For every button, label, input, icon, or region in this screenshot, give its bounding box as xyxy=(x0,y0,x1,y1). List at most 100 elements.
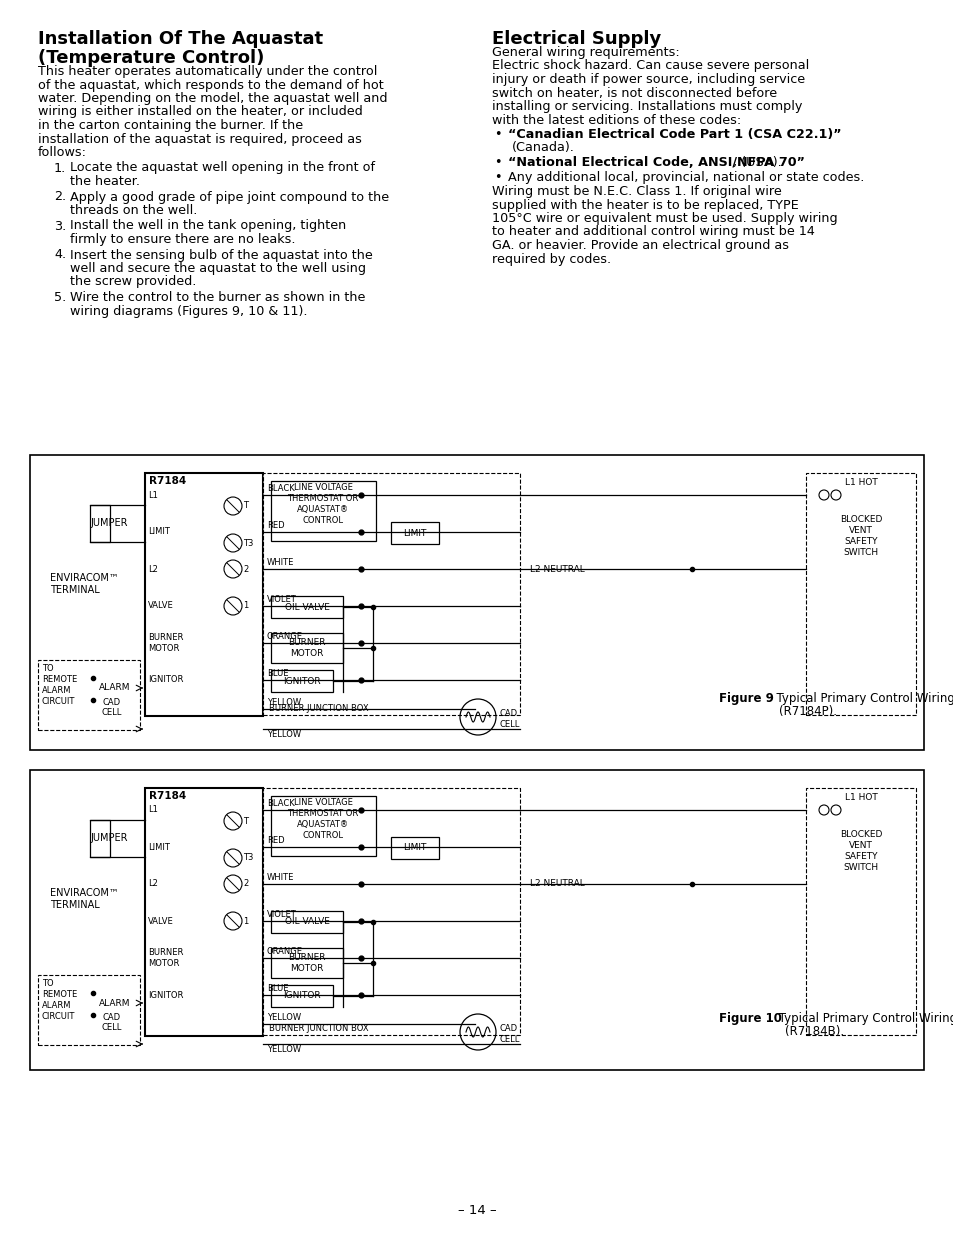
Text: Apply a good grade of pipe joint compound to the: Apply a good grade of pipe joint compoun… xyxy=(70,190,389,204)
Bar xyxy=(271,797,375,856)
Text: YELLOW: YELLOW xyxy=(267,1013,301,1023)
Text: L2: L2 xyxy=(148,879,157,888)
Text: WHITE: WHITE xyxy=(267,873,294,882)
Text: T: T xyxy=(243,501,248,510)
Bar xyxy=(263,473,519,715)
Text: of the aquastat, which responds to the demand of hot: of the aquastat, which responds to the d… xyxy=(38,79,383,91)
Text: L1 HOT: L1 HOT xyxy=(843,793,877,802)
Text: T3: T3 xyxy=(243,853,253,862)
Bar xyxy=(805,473,915,715)
Text: with the latest editions of these codes:: with the latest editions of these codes: xyxy=(492,114,740,126)
Text: JUMPER: JUMPER xyxy=(90,517,128,529)
Text: water. Depending on the model, the aquastat well and: water. Depending on the model, the aquas… xyxy=(38,91,387,105)
Text: injury or death if power source, including service: injury or death if power source, includi… xyxy=(492,73,804,86)
Text: (R7184B).: (R7184B). xyxy=(784,1025,843,1037)
Text: VIOLET: VIOLET xyxy=(267,595,296,604)
Text: Electrical Supply: Electrical Supply xyxy=(492,30,660,48)
Text: CAD
CELL: CAD CELL xyxy=(499,709,519,729)
Text: BURNER JUNCTION BOX: BURNER JUNCTION BOX xyxy=(269,704,368,713)
Text: R7184: R7184 xyxy=(149,790,186,802)
Text: VIOLET: VIOLET xyxy=(267,910,296,919)
Text: (R7184P).: (R7184P). xyxy=(778,705,836,718)
Text: BLACK: BLACK xyxy=(267,799,294,808)
Text: 3.: 3. xyxy=(54,220,66,232)
Text: L1: L1 xyxy=(148,490,157,499)
Bar xyxy=(391,837,438,860)
Text: ORANGE: ORANGE xyxy=(267,632,303,641)
Text: the screw provided.: the screw provided. xyxy=(70,275,196,289)
Text: BLUE: BLUE xyxy=(267,669,288,678)
Text: L1 HOT: L1 HOT xyxy=(843,478,877,487)
Text: L2 NEUTRAL: L2 NEUTRAL xyxy=(530,879,584,888)
Text: VALVE: VALVE xyxy=(148,916,173,925)
Text: installation of the aquastat is required, proceed as: installation of the aquastat is required… xyxy=(38,132,361,146)
Text: Wiring must be N.E.C. Class 1. If original wire: Wiring must be N.E.C. Class 1. If origin… xyxy=(492,185,781,198)
Text: the heater.: the heater. xyxy=(70,175,140,188)
Text: 105°C wire or equivalent must be used. Supply wiring: 105°C wire or equivalent must be used. S… xyxy=(492,212,837,225)
Text: LINE VOLTAGE
THERMOSTAT OR
AQUASTAT®
CONTROL: LINE VOLTAGE THERMOSTAT OR AQUASTAT® CON… xyxy=(287,798,358,840)
Bar xyxy=(30,769,923,1070)
Text: VALVE: VALVE xyxy=(148,601,173,610)
Text: TO
REMOTE
ALARM
CIRCUIT: TO REMOTE ALARM CIRCUIT xyxy=(42,664,77,706)
Bar xyxy=(805,788,915,1035)
Text: follows:: follows: xyxy=(38,146,87,159)
Text: Figure 10: Figure 10 xyxy=(719,1011,781,1025)
Text: IGNITOR: IGNITOR xyxy=(283,992,320,1000)
Text: BURNER
MOTOR: BURNER MOTOR xyxy=(288,953,325,973)
Text: 2: 2 xyxy=(243,564,248,573)
Text: Locate the aquastat well opening in the front of: Locate the aquastat well opening in the … xyxy=(70,162,375,174)
Bar xyxy=(271,911,343,932)
Text: ENVIRACOM™
TERMINAL: ENVIRACOM™ TERMINAL xyxy=(50,573,118,595)
Text: This heater operates automatically under the control: This heater operates automatically under… xyxy=(38,65,377,78)
Text: BURNER
MOTOR: BURNER MOTOR xyxy=(148,948,183,968)
Bar xyxy=(271,671,333,692)
Text: YELLOW: YELLOW xyxy=(267,730,301,739)
Text: to heater and additional control wiring must be 14: to heater and additional control wiring … xyxy=(492,226,814,238)
Text: L2 NEUTRAL: L2 NEUTRAL xyxy=(530,564,584,573)
Text: Typical Primary Control Wiring: Typical Primary Control Wiring xyxy=(768,692,953,705)
Text: wiring is either installed on the heater, or included: wiring is either installed on the heater… xyxy=(38,105,362,119)
Text: Typical Primary Control Wiring: Typical Primary Control Wiring xyxy=(774,1011,953,1025)
Text: 2: 2 xyxy=(243,879,248,888)
Text: 1: 1 xyxy=(243,916,248,925)
Bar xyxy=(30,454,923,750)
Text: CAD
CELL: CAD CELL xyxy=(499,1024,519,1044)
Text: “National Electrical Code, ANSI/NFPA 70”: “National Electrical Code, ANSI/NFPA 70” xyxy=(507,156,804,169)
Bar xyxy=(145,473,263,716)
Text: RED: RED xyxy=(267,836,284,845)
Text: IGNITOR: IGNITOR xyxy=(283,677,320,685)
Text: in the carton containing the burner. If the: in the carton containing the burner. If … xyxy=(38,119,303,132)
Bar xyxy=(271,948,343,978)
Text: ENVIRACOM™
TERMINAL: ENVIRACOM™ TERMINAL xyxy=(50,888,118,910)
Text: BLUE: BLUE xyxy=(267,984,288,993)
Text: LINE VOLTAGE
THERMOSTAT OR
AQUASTAT®
CONTROL: LINE VOLTAGE THERMOSTAT OR AQUASTAT® CON… xyxy=(287,483,358,525)
Bar xyxy=(90,820,110,857)
Text: •: • xyxy=(494,156,501,169)
Text: (Temperature Control): (Temperature Control) xyxy=(38,49,264,67)
Text: well and secure the aquastat to the well using: well and secure the aquastat to the well… xyxy=(70,262,366,275)
Text: T: T xyxy=(243,816,248,825)
Text: TO
REMOTE
ALARM
CIRCUIT: TO REMOTE ALARM CIRCUIT xyxy=(42,979,77,1021)
Bar xyxy=(391,522,438,543)
Bar xyxy=(263,788,519,1035)
Bar xyxy=(271,986,333,1007)
Text: R7184: R7184 xyxy=(149,475,186,487)
Text: T3: T3 xyxy=(243,538,253,547)
Text: WHITE: WHITE xyxy=(267,558,294,567)
Text: CAD
CELL: CAD CELL xyxy=(102,1013,122,1032)
Text: GA. or heavier. Provide an electrical ground as: GA. or heavier. Provide an electrical gr… xyxy=(492,240,788,252)
Text: YELLOW: YELLOW xyxy=(267,698,301,706)
Text: IGNITOR: IGNITOR xyxy=(148,990,183,999)
Text: installing or servicing. Installations must comply: installing or servicing. Installations m… xyxy=(492,100,801,112)
Text: Figure 9: Figure 9 xyxy=(719,692,773,705)
Text: IGNITOR: IGNITOR xyxy=(148,676,183,684)
Text: L1: L1 xyxy=(148,805,157,815)
Text: Any additional local, provincial, national or state codes.: Any additional local, provincial, nation… xyxy=(507,170,863,184)
Text: switch on heater, is not disconnected before: switch on heater, is not disconnected be… xyxy=(492,86,777,100)
Text: ALARM: ALARM xyxy=(98,683,130,693)
Text: BURNER
MOTOR: BURNER MOTOR xyxy=(288,638,325,658)
Text: – 14 –: – 14 – xyxy=(457,1204,496,1216)
Text: RED: RED xyxy=(267,521,284,530)
Text: 2.: 2. xyxy=(54,190,66,204)
Text: , (USA).: , (USA). xyxy=(732,156,781,169)
